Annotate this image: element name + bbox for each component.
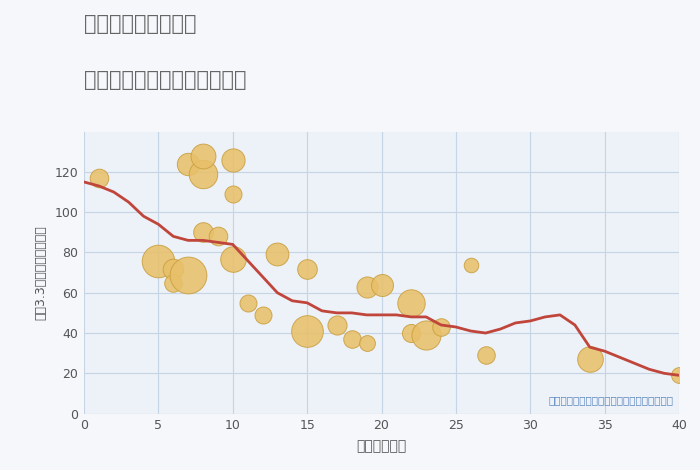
Point <box>197 152 209 159</box>
Point <box>272 251 283 258</box>
Point <box>227 156 238 164</box>
Text: 築年数別中古マンション価格: 築年数別中古マンション価格 <box>84 70 246 91</box>
Point <box>183 271 194 278</box>
Point <box>302 327 313 335</box>
Point <box>257 311 268 319</box>
Point <box>480 352 491 359</box>
Point <box>673 372 685 379</box>
Point <box>302 265 313 272</box>
Point <box>168 265 179 272</box>
X-axis label: 築年数（年）: 築年数（年） <box>356 439 407 453</box>
Y-axis label: 坪（3.3㎡）単価（万円）: 坪（3.3㎡）単価（万円） <box>34 225 48 320</box>
Point <box>212 233 223 240</box>
Point <box>435 323 447 331</box>
Point <box>197 170 209 178</box>
Text: 円の大きさは、取引のあった物件面積を示す: 円の大きさは、取引のあった物件面積を示す <box>548 395 673 405</box>
Point <box>153 257 164 264</box>
Point <box>361 283 372 290</box>
Point <box>331 321 342 329</box>
Point <box>346 335 357 343</box>
Point <box>465 261 476 268</box>
Point <box>197 228 209 236</box>
Point <box>361 339 372 347</box>
Point <box>93 174 104 182</box>
Point <box>227 255 238 262</box>
Point <box>183 160 194 168</box>
Point <box>406 299 417 306</box>
Text: 愛知県稲沢市菱町の: 愛知県稲沢市菱町の <box>84 14 197 34</box>
Point <box>227 190 238 198</box>
Point <box>242 299 253 306</box>
Point <box>584 355 595 363</box>
Point <box>376 281 387 289</box>
Point <box>168 279 179 286</box>
Point <box>421 331 432 339</box>
Point <box>406 329 417 337</box>
